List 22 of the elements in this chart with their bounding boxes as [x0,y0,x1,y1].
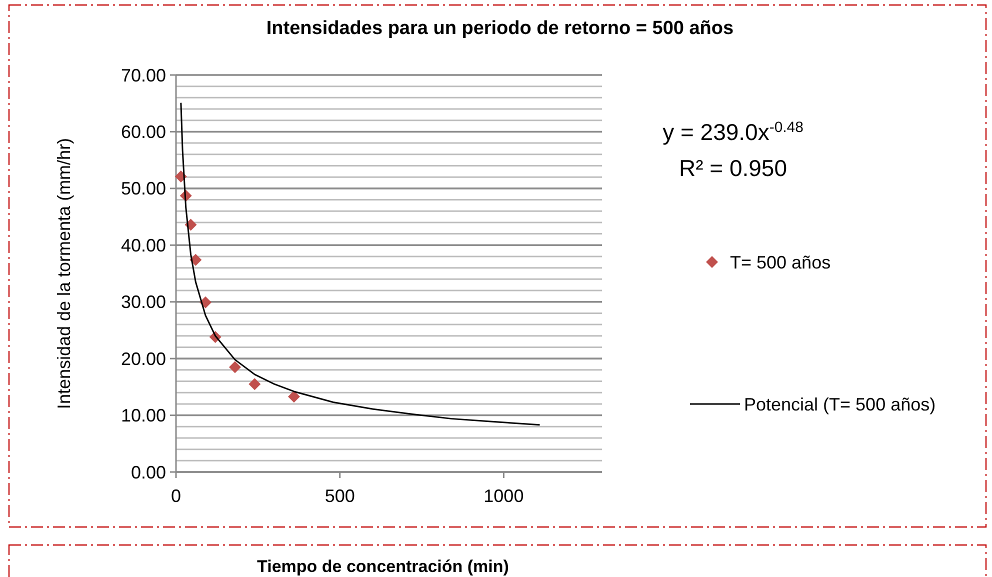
y-tick-label: 30.00 [120,292,166,312]
x-tick-label: 500 [324,486,355,506]
point [288,390,300,403]
text: y = 239.0x$^{-0.48}$ [662,118,804,145]
y-tick-label: 0.00 [130,462,166,482]
point [228,361,241,374]
text: R² = 0.950 [678,155,788,181]
x-tick-label: 0 [170,486,182,506]
point [248,378,261,390]
x-axis-title: Tiempo de concentración (min) [257,557,509,576]
line-series [180,102,540,426]
y-tick-label: 10.00 [120,406,166,426]
y-tick-label: 70.00 [120,65,166,86]
y-axis-title: Intensidad de la tormenta (mm/hr) [54,138,74,410]
y-tick-label: 60.00 [120,122,166,142]
y-tick-label: 40.00 [120,235,166,256]
x-tick-label: 1000 [484,486,524,506]
legend-label: T= 500 años [730,252,831,272]
y-tick-label: 20.00 [120,348,166,369]
y-tick-label: 50.00 [120,178,166,199]
legend-label: Potencial (T= 500 años) [744,394,936,414]
chart-title: Intensidades para un periodo de retorno = 500 años [266,18,734,39]
